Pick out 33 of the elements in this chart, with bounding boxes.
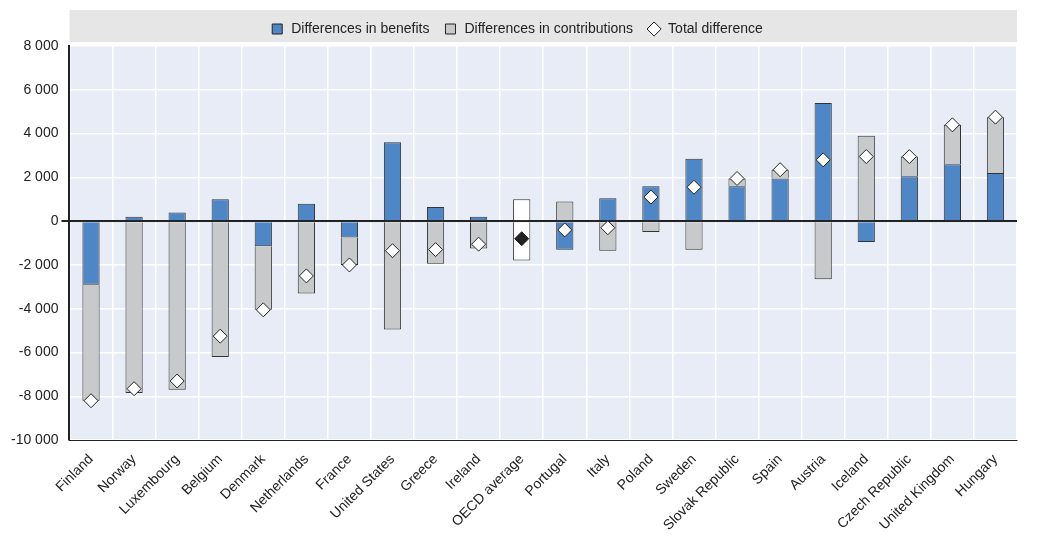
y-tick-label: 4 000: [23, 124, 59, 141]
point: [901, 149, 917, 165]
legend-label: Differences in contributions: [464, 19, 634, 36]
y-tick-label: -8 000: [18, 387, 59, 404]
point: [772, 162, 788, 178]
x-tick-label: Italy: [583, 450, 613, 481]
legend-label: Differences in benefits: [291, 19, 430, 36]
y-tick-label: 0: [50, 212, 59, 229]
point: [987, 109, 1003, 125]
point: [126, 381, 142, 397]
point: [686, 179, 702, 195]
y-tick-label: 8 000: [23, 36, 59, 53]
y-tick-label: -10 000: [11, 431, 59, 447]
y-tick-label: -2 000: [18, 255, 59, 272]
point: [298, 268, 314, 284]
point: [643, 189, 659, 205]
legend-label: Total difference: [668, 19, 763, 36]
y-tick-label: -6 000: [18, 343, 59, 360]
point: [944, 117, 960, 133]
point: [471, 236, 487, 252]
point: [341, 257, 357, 273]
point: [83, 393, 99, 409]
point: [212, 328, 228, 344]
point: [255, 302, 271, 318]
point: [169, 373, 185, 389]
y-tick-label: 2 000: [23, 168, 59, 185]
y-tick-label: -4 000: [18, 299, 59, 316]
point: [385, 243, 400, 259]
point: [858, 149, 874, 165]
point: [729, 170, 745, 186]
point: [815, 152, 831, 168]
y-tick-label: 6 000: [23, 80, 59, 97]
point: [600, 220, 616, 236]
